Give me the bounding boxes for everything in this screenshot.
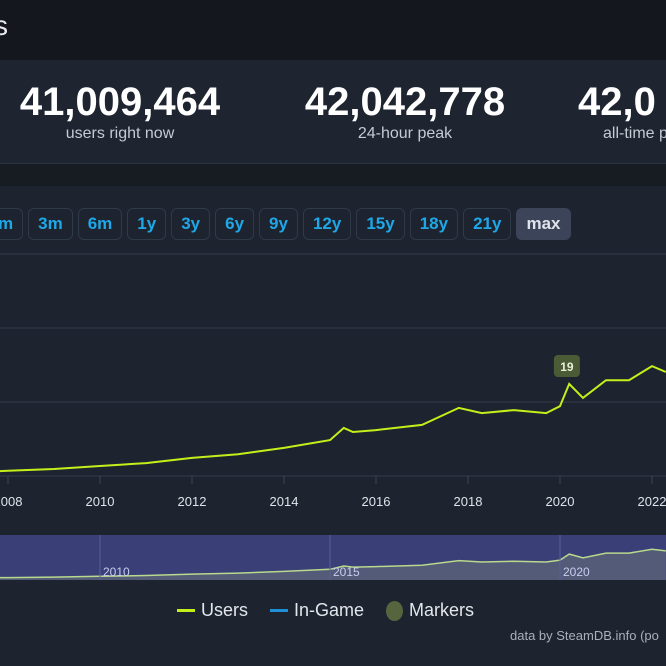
range-button-1y[interactable]: 1y — [127, 208, 167, 240]
legend: Users In-Game Markers — [177, 600, 474, 621]
marker-label: 19 — [560, 360, 574, 374]
range-button-12y[interactable]: 12y — [302, 208, 352, 240]
stat-all-time-peak: 42,0 all-time p — [578, 80, 666, 143]
x-tick-label: 2020 — [546, 494, 575, 509]
page-title: s — [0, 10, 8, 41]
users-swatch — [177, 609, 195, 612]
navigator-tick-label: 2020 — [563, 565, 590, 579]
navigator-tick-label: 2015 — [333, 565, 360, 579]
range-button-9y[interactable]: 9y — [259, 208, 298, 240]
x-tick-label: 2008 — [0, 494, 22, 509]
navigator-line — [0, 548, 666, 579]
navigator-tick-label: 2010 — [103, 565, 130, 579]
stat-label: all-time p — [603, 125, 666, 142]
range-button-21y[interactable]: 21y — [463, 208, 512, 240]
stat-label: 24-hour peak — [357, 125, 453, 142]
range-button-3y[interactable]: 3y — [171, 208, 211, 240]
x-tick-label: 2018 — [454, 494, 483, 509]
users-line — [0, 364, 666, 473]
in-game-swatch — [270, 609, 289, 612]
stat-label: users right now — [65, 125, 175, 142]
stat-value: 42,0 — [578, 80, 656, 124]
range-button-max[interactable]: max — [516, 208, 571, 240]
chart-panel — [0, 186, 666, 666]
range-selector: m 3m 6m 1y 3y 6y 9y 12y 15y 18y 21y max — [0, 208, 571, 240]
legend-markers[interactable]: Markers — [386, 600, 474, 621]
range-button-6m[interactable]: 6m — [77, 208, 123, 240]
range-button-m[interactable]: m — [0, 208, 24, 240]
legend-in-game[interactable]: In-Game — [270, 600, 364, 621]
range-button-15y[interactable]: 15y — [356, 208, 405, 240]
range-button-3m[interactable]: 3m — [28, 208, 73, 240]
stats-panel: 41,009,464 users right now 42,042,778 24-h… — [0, 60, 666, 164]
legend-label: Markers — [409, 600, 475, 620]
range-button-18y[interactable]: 18y — [409, 208, 459, 240]
x-tick-label: 2016 — [362, 494, 391, 509]
x-tick-label: 2014 — [270, 494, 299, 509]
x-tick-label: 2012 — [178, 494, 207, 509]
page-header: s — [0, 0, 666, 60]
legend-users[interactable]: Users — [177, 600, 248, 621]
stat-current: 41,009,464 users right now — [5, 80, 235, 143]
stat-value: 42,042,778 — [304, 80, 506, 124]
marker-badge — [553, 355, 580, 377]
stat-value: 41,009,464 — [19, 80, 221, 124]
x-tick-label: 2022 — [638, 494, 666, 509]
stat-24h-peak: 42,042,778 24-hour peak — [290, 80, 520, 143]
markers-swatch — [386, 600, 404, 621]
range-button-6y[interactable]: 6y — [215, 208, 255, 240]
navigator-area — [0, 549, 666, 580]
legend-label: Users — [201, 600, 249, 620]
x-tick-label: 2010 — [86, 494, 115, 509]
legend-label: In-Game — [294, 600, 365, 620]
credit-link[interactable]: data by SteamDB.info (po — [510, 628, 659, 643]
